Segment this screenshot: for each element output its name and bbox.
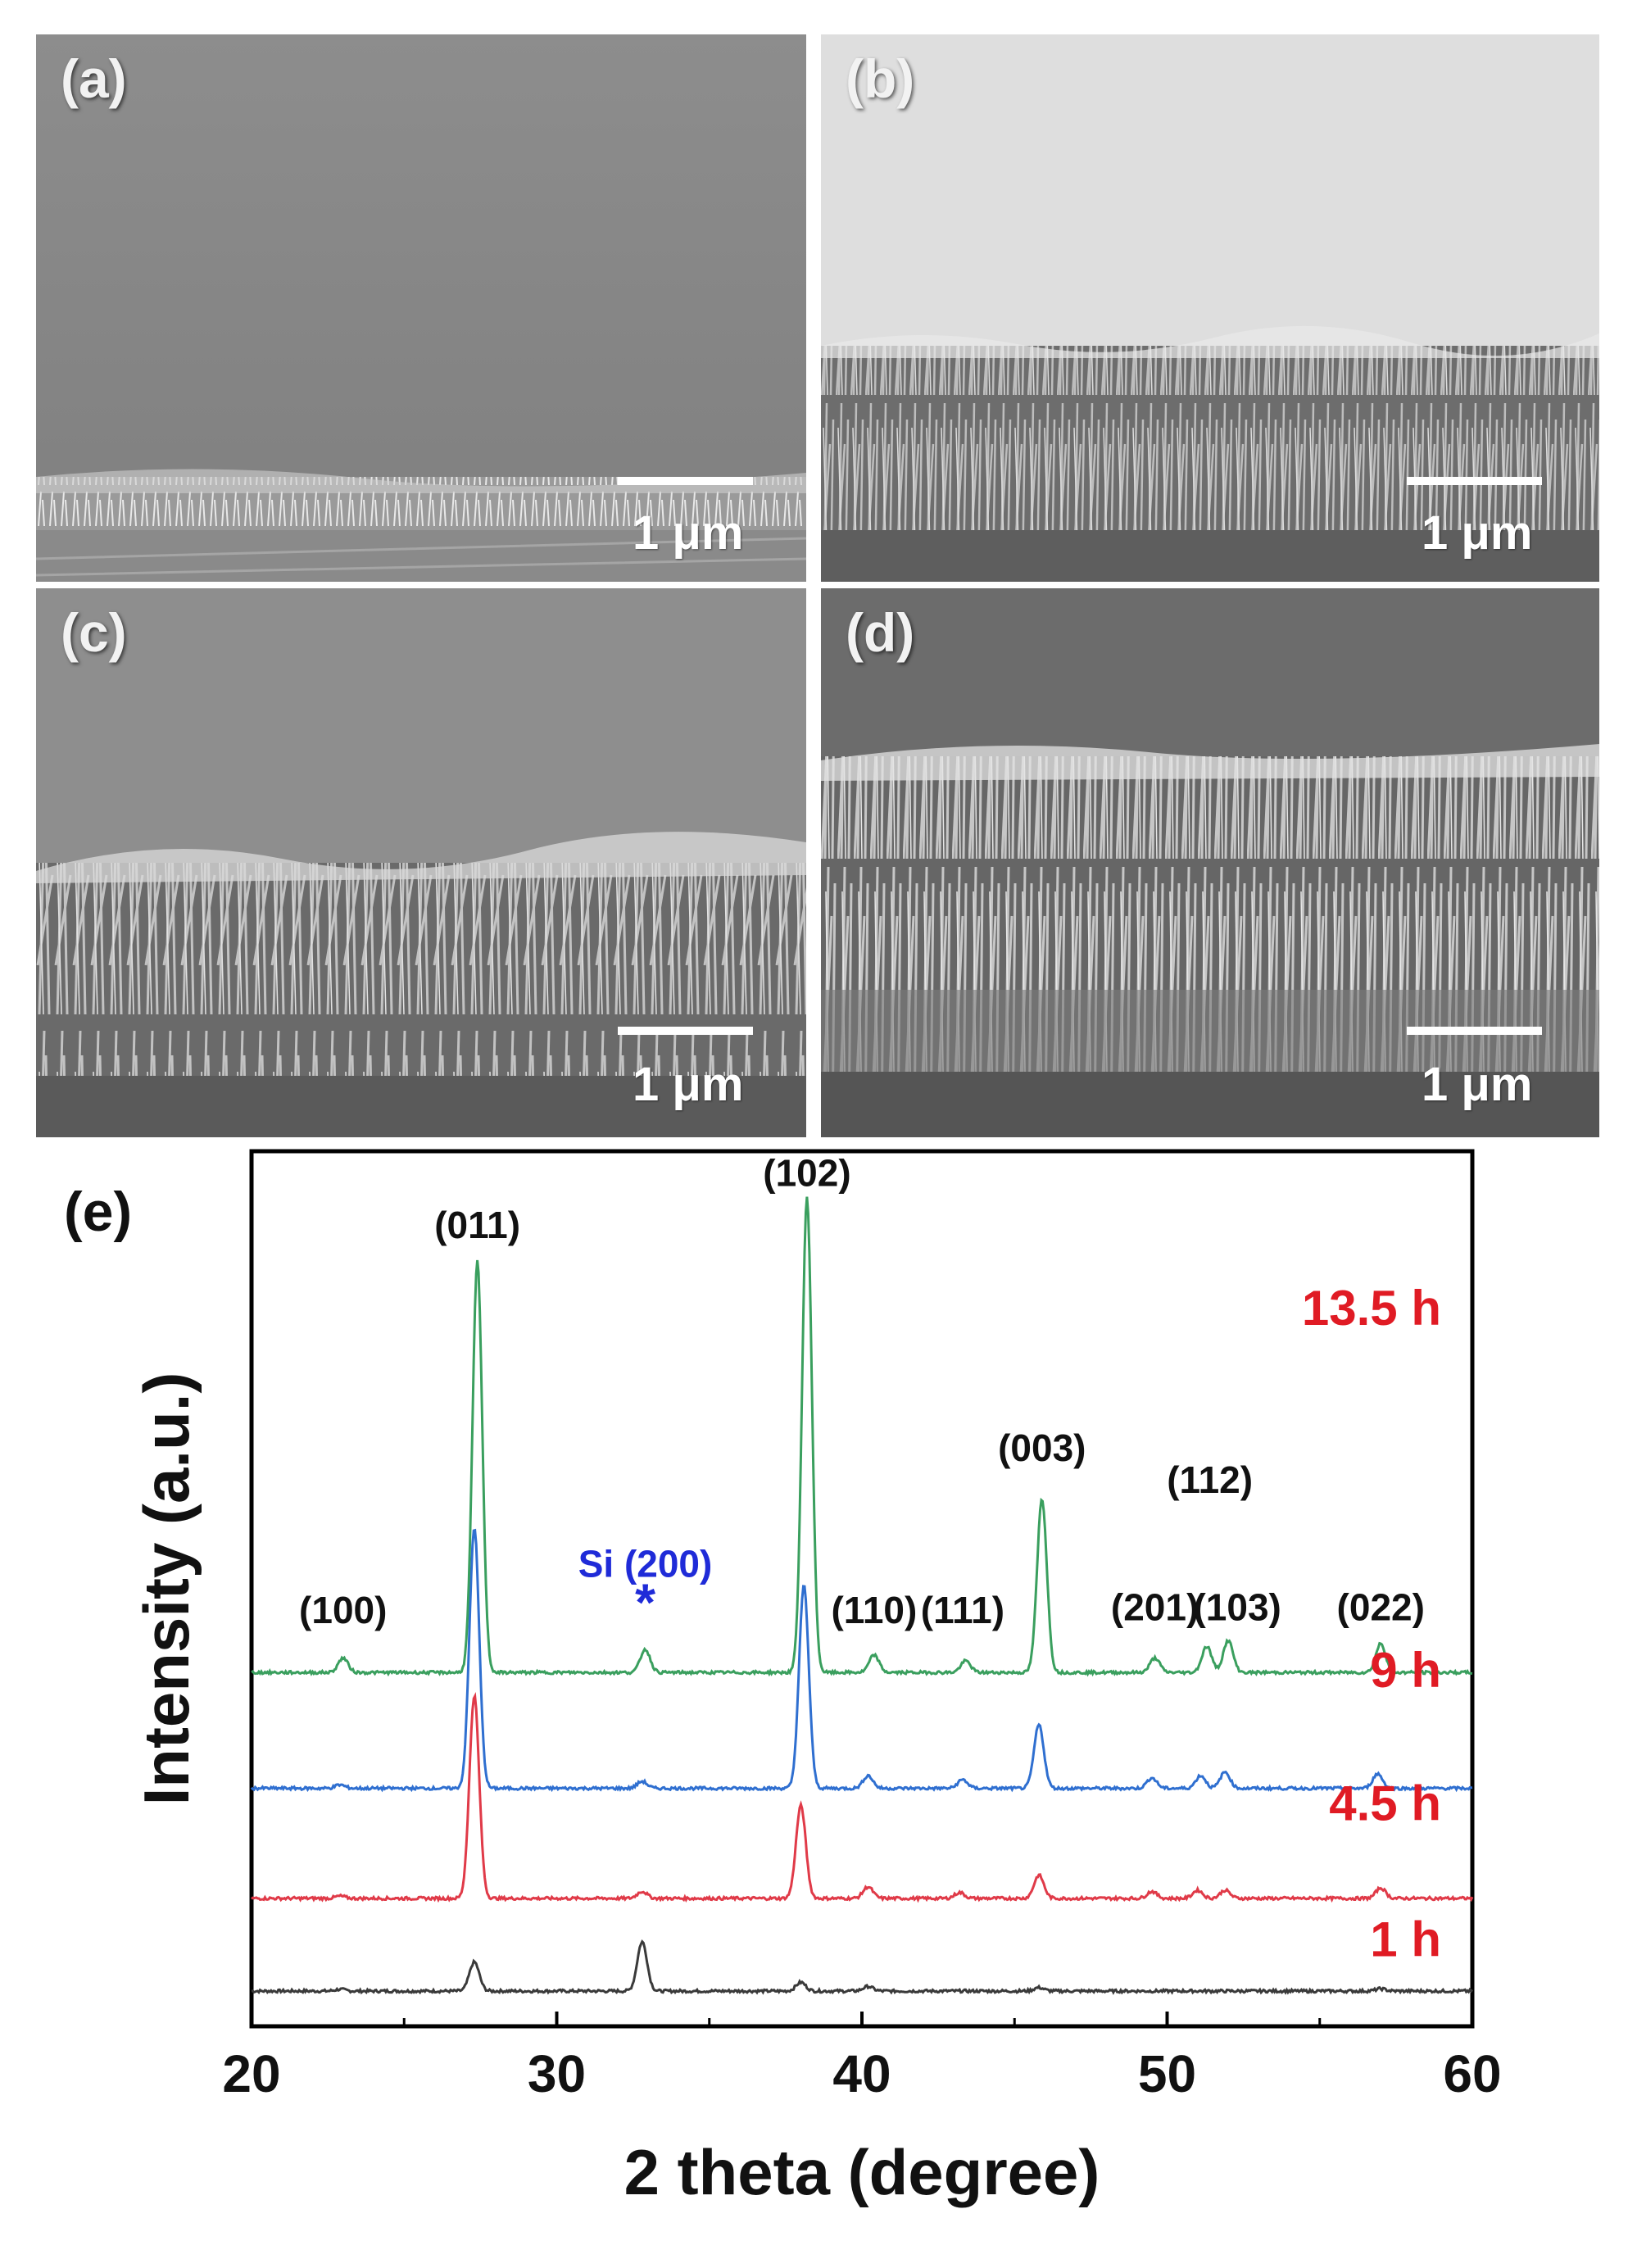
peak-label: (112) [1167,1458,1253,1501]
sem-panel-b: (b) 1 μm [821,34,1599,582]
scale-bar-b [1407,477,1542,485]
peak-label: (011) [434,1204,520,1246]
scale-bar-d [1407,1027,1542,1035]
scale-text-a: 1 μm [633,506,744,560]
series-time-label: 4.5 h [1329,1776,1441,1830]
sem-image-c [36,588,806,1137]
peak-label: (022) [1337,1586,1425,1629]
panel-label-c: (c) [61,602,127,663]
series-time-label: 13.5 h [1302,1281,1441,1336]
panel-label-d: (d) [846,602,915,663]
si-peak-marker: * [635,1573,655,1632]
scale-text-b: 1 μm [1422,506,1533,560]
panel-label-b: (b) [846,48,915,109]
x-tick-label: 40 [832,2044,891,2103]
series-time-label: 1 h [1370,1912,1441,1967]
x-tick-label: 50 [1138,2044,1196,2103]
peak-label: (111) [921,1589,1004,1631]
scale-bar-c [618,1027,753,1035]
series-line-45h [251,1692,1474,1903]
peak-label: (110) [831,1589,917,1631]
series-line-1h [251,1939,1474,1995]
sem-image-a [36,34,806,582]
y-axis-label: Intensity (a.u.) [130,1372,202,1806]
sem-panel-d: (d) 1 μm [821,588,1599,1137]
sem-image-d [821,588,1599,1137]
series-line-9h [250,1528,1473,1793]
peak-label: (201) [1111,1586,1199,1629]
series-time-label: 9 h [1370,1643,1441,1698]
scale-bar-a [618,477,753,485]
peak-label: (102) [763,1151,850,1194]
x-tick-label: 30 [528,2044,586,2103]
scale-text-c: 1 μm [633,1058,744,1111]
x-tick-label: 20 [222,2044,280,2103]
x-axis-label: 2 theta (degree) [624,2136,1100,2208]
panel-label-e: (e) [64,1181,133,1243]
si-peak-label: Si (200) [578,1543,713,1585]
sem-panel-a: (a) 1 μm [36,34,806,582]
x-tick-label: 60 [1443,2044,1501,2103]
sem-panel-c: (c) 1 μm [36,588,806,1137]
peak-label: (003) [998,1427,1086,1469]
xrd-chart: 20 30 40 50 60 2 theta (degree) Intensity (a.u… [130,1149,1502,2208]
panel-label-a: (a) [61,48,127,109]
series-line-135h [251,1196,1473,1677]
scale-text-d: 1 μm [1422,1058,1533,1111]
peak-label: (103) [1193,1586,1281,1629]
sem-image-b [821,34,1599,582]
peak-label: (100) [299,1589,387,1631]
